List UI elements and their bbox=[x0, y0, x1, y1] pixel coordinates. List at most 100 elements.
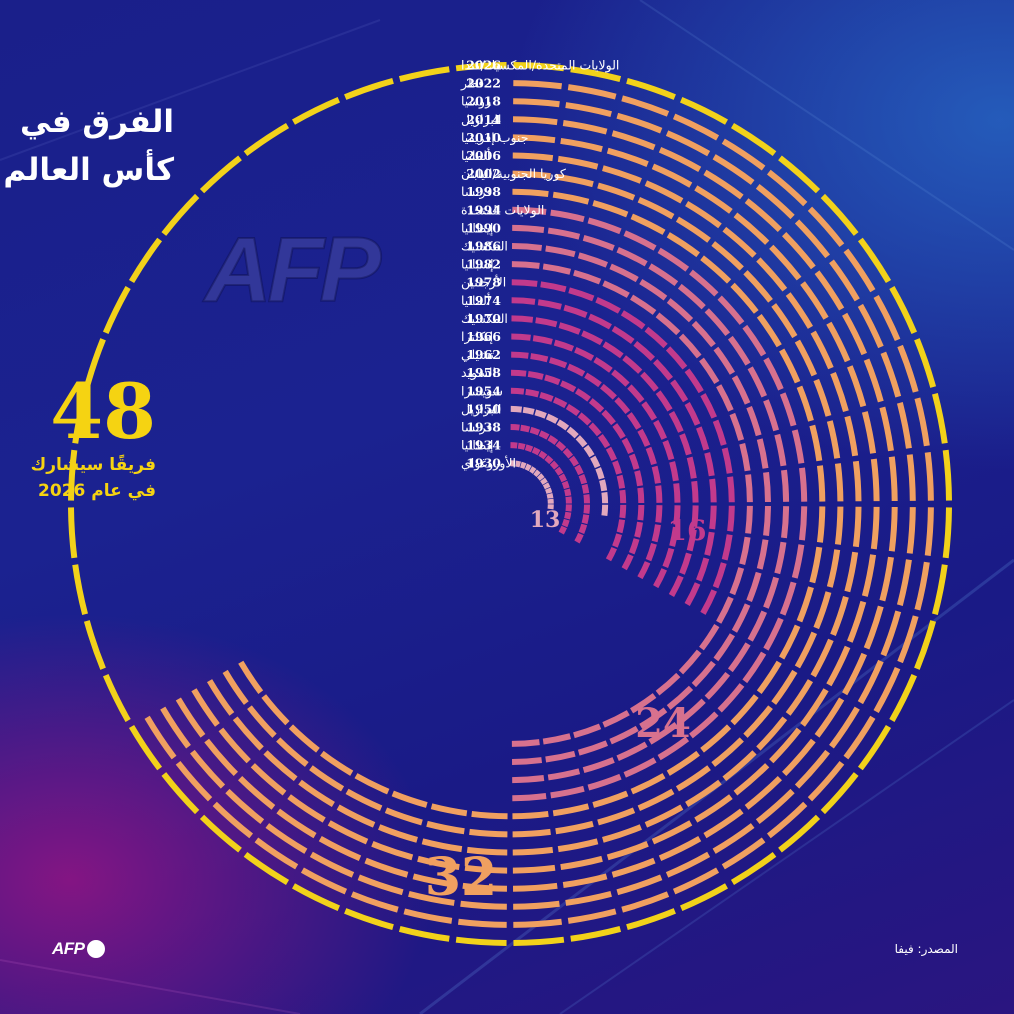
ring-segment-1930-2 bbox=[515, 460, 522, 468]
ring-segment-2002-7 bbox=[743, 270, 773, 303]
ring-segment-1990-10 bbox=[763, 399, 780, 432]
ring-segment-2018-25 bbox=[460, 900, 507, 910]
ring-segment-1958-4 bbox=[560, 380, 577, 393]
ring-segment-2006-4 bbox=[644, 180, 684, 204]
ring-segment-1982-2 bbox=[542, 263, 572, 275]
ring-segment-2002-11 bbox=[826, 420, 841, 459]
ring-segment-1934-16 bbox=[558, 525, 568, 535]
ring-segment-1958-10 bbox=[628, 453, 640, 470]
title-line-2: كأس العالم bbox=[3, 152, 174, 188]
row-host-1966: إنكلترا bbox=[461, 329, 493, 345]
ring-segment-1998-18 bbox=[730, 694, 759, 726]
ring-segment-1970-7 bbox=[640, 371, 659, 392]
title-block: الفرق في كأس العالم bbox=[0, 98, 174, 194]
ring-segment-1950-11 bbox=[599, 479, 608, 492]
ring-segment-2010-6 bbox=[733, 212, 770, 245]
ring-segment-1962-7 bbox=[614, 397, 631, 414]
ring-segment-1986-6 bbox=[666, 298, 694, 323]
ring-segment-1962-12 bbox=[655, 485, 663, 503]
annotation-24: 24 bbox=[635, 700, 691, 747]
ring-segment-1978-10 bbox=[712, 419, 727, 446]
ring-segment-2022-3 bbox=[621, 95, 670, 117]
afp-watermark: AFP bbox=[204, 218, 382, 322]
ring-segment-1930-5 bbox=[529, 466, 537, 474]
ring-segment-2022-12 bbox=[924, 451, 934, 501]
ring-segment-1990-12 bbox=[781, 469, 790, 502]
ring-segment-2026-30 bbox=[199, 814, 242, 853]
ring-segment-2022-14 bbox=[914, 561, 930, 611]
ring-segment-2010-4 bbox=[651, 163, 693, 188]
ring-segment-2026-3 bbox=[626, 77, 676, 100]
ring-segment-2026-19 bbox=[778, 814, 821, 853]
ring-segment-2018-28 bbox=[309, 851, 355, 878]
ring-segment-1990-2 bbox=[547, 227, 581, 240]
ring-segment-2026-7 bbox=[820, 193, 859, 236]
ring-segment-2018-26 bbox=[408, 890, 455, 906]
ring-segment-2022-24 bbox=[513, 918, 563, 928]
ring-segment-2018-21 bbox=[665, 851, 711, 878]
ring-segment-2002-23 bbox=[555, 820, 594, 835]
ring-segment-2014-32 bbox=[175, 697, 206, 738]
row-host-2002: كوريا الجنوبية/اليابان bbox=[461, 166, 566, 182]
ring-segment-2026-40 bbox=[102, 286, 131, 334]
ring-segment-2014-10 bbox=[863, 358, 884, 403]
ring-segment-2022-13 bbox=[924, 507, 934, 557]
ring-segment-2018-13 bbox=[906, 507, 916, 554]
ring-segment-1962-5 bbox=[584, 372, 602, 388]
ring-segment-1994-19 bbox=[689, 711, 719, 739]
ring-segment-2010-11 bbox=[861, 411, 877, 454]
ring-segment-2014-27 bbox=[364, 857, 409, 878]
ring-segment-1974-5 bbox=[611, 325, 635, 344]
row-year-1986: 1986 bbox=[466, 239, 501, 254]
ring-segment-2018-11 bbox=[896, 402, 912, 449]
ring-segment-2010-27 bbox=[371, 841, 414, 861]
ring-segment-1982-7 bbox=[678, 333, 702, 359]
ring-segment-2002-21 bbox=[637, 788, 675, 812]
ring-segment-2026-4 bbox=[680, 96, 728, 125]
ring-segment-1950-7 bbox=[575, 435, 588, 448]
ring-segment-2010-23 bbox=[560, 855, 603, 871]
ring-segment-1990-17 bbox=[727, 642, 751, 673]
ring-segment-1966-2 bbox=[532, 335, 553, 345]
row-year-1970: 1970 bbox=[466, 311, 501, 326]
ring-segment-2010-21 bbox=[651, 820, 693, 845]
ring-segment-2022-22 bbox=[621, 891, 670, 913]
ring-segment-1994-3 bbox=[587, 217, 622, 235]
ring-segment-1930-8 bbox=[540, 477, 548, 485]
ring-segment-1958-2 bbox=[527, 370, 544, 380]
ring-segment-2006-31 bbox=[232, 716, 264, 751]
ring-segment-1974-1 bbox=[511, 297, 536, 305]
ring-segment-2018-14 bbox=[896, 559, 912, 606]
ring-segment-2026-26 bbox=[398, 926, 450, 942]
row-host-1954: سويسرا bbox=[461, 383, 503, 399]
ring-segment-2026-31 bbox=[161, 772, 200, 815]
ring-segment-1970-8 bbox=[655, 390, 673, 412]
ring-segment-1966-1 bbox=[511, 333, 531, 341]
ring-segment-1938-7 bbox=[562, 447, 574, 459]
ring-segment-1954-9 bbox=[605, 446, 618, 462]
ring-segment-1978-14 bbox=[721, 534, 733, 561]
ring-segment-1982-19 bbox=[655, 672, 681, 696]
ring-segment-1958-7 bbox=[601, 409, 616, 426]
ring-segment-1978-9 bbox=[700, 393, 718, 419]
ring-segment-2018-31 bbox=[190, 749, 226, 789]
ring-segment-1954-4 bbox=[552, 396, 568, 409]
ring-segment-1974-6 bbox=[633, 341, 656, 361]
ring-segment-2014-15 bbox=[863, 605, 884, 650]
ring-segment-1986-14 bbox=[756, 539, 769, 570]
ring-segment-2014-31 bbox=[204, 738, 238, 776]
ring-segment-2006-12 bbox=[852, 460, 862, 502]
ring-segment-1962-11 bbox=[651, 465, 661, 484]
ring-segment-2018-15 bbox=[880, 610, 902, 657]
ring-segment-2014-30 bbox=[238, 776, 276, 810]
annotation-16: 16 bbox=[668, 514, 707, 547]
ring-segment-2006-21 bbox=[644, 804, 684, 828]
ring-segment-2018-3 bbox=[616, 112, 663, 134]
ring-segment-2022-7 bbox=[807, 206, 845, 248]
ring-segment-1990-22 bbox=[582, 757, 615, 774]
ring-segment-2026-43 bbox=[199, 155, 242, 194]
ring-segment-1938-5 bbox=[547, 435, 559, 445]
ring-segment-1938-3 bbox=[529, 426, 541, 436]
ring-segment-2018-2 bbox=[565, 102, 612, 118]
ring-segment-1954-2 bbox=[525, 388, 540, 398]
